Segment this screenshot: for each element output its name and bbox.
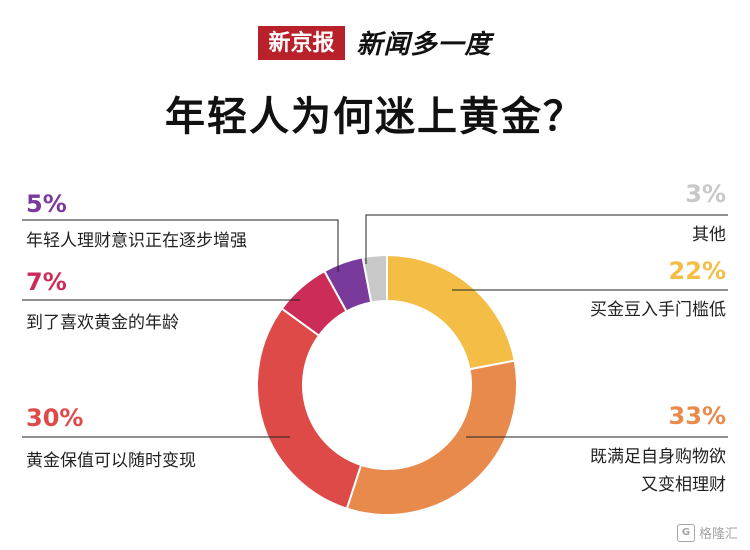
label-beans: 买金豆入手门槛低: [590, 300, 726, 320]
leader-line-youth: [22, 219, 339, 272]
watermark-text: 格隆汇: [698, 527, 738, 542]
label-value: 黄金保值可以随时变现: [26, 451, 196, 471]
label-other: 其他: [692, 225, 726, 245]
pct-youth: 5%: [26, 190, 67, 218]
brand-logo: 新京报: [258, 25, 345, 60]
pct-shop: 33%: [668, 402, 726, 430]
watermark-logo-icon: G: [676, 523, 695, 542]
page-title: 年轻人为何迷上黄金？: [165, 94, 585, 140]
label-shop-line1: 既满足自身购物欲: [590, 447, 726, 467]
label-age: 到了喜欢黄金的年龄: [26, 313, 179, 333]
donut-slice-beans: [386, 253, 516, 371]
pct-age: 7%: [26, 268, 67, 296]
pct-other: 3%: [685, 180, 726, 208]
donut-slice-value: [256, 307, 363, 510]
label-shop-line2: 又变相理财: [641, 475, 726, 495]
pct-beans: 22%: [668, 257, 726, 285]
pct-value: 30%: [26, 404, 84, 432]
watermark: G 格隆汇: [676, 523, 738, 542]
brand-header: 新京报 新闻多一度: [0, 24, 750, 61]
leader-line-other: [365, 214, 728, 264]
label-youth: 年轻人理财意识正在逐步增强: [26, 231, 247, 251]
donut-slice-shop: [345, 359, 518, 516]
donut-slice-other: [361, 253, 388, 304]
brand-slogan: 新闻多一度: [356, 30, 492, 60]
